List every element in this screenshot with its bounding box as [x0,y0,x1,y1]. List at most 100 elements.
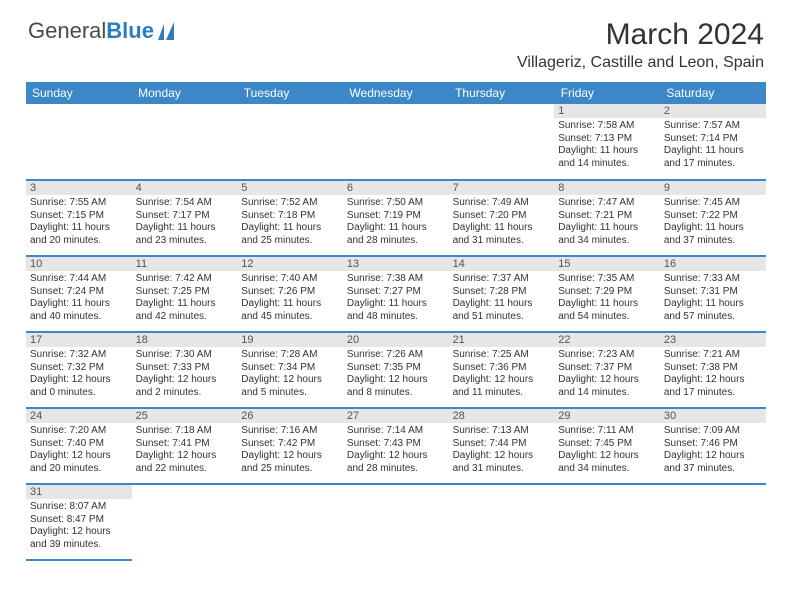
sunrise-line: Sunrise: 7:23 AM [558,349,656,362]
sunset-line: Sunset: 7:22 PM [664,210,762,223]
sunset-line: Sunset: 7:34 PM [241,362,339,375]
logo-text-2: Blue [106,18,154,44]
weekday-header: Friday [554,82,660,104]
sunrise-line: Sunrise: 7:50 AM [347,197,445,210]
daylight-line: Daylight: 12 hours and 25 minutes. [241,450,339,475]
sunset-line: Sunset: 7:46 PM [664,438,762,451]
calendar-cell: 21Sunrise: 7:25 AMSunset: 7:36 PMDayligh… [449,332,555,408]
daylight-line: Daylight: 11 hours and 45 minutes. [241,298,339,323]
weekday-header: Thursday [449,82,555,104]
sunset-line: Sunset: 7:41 PM [136,438,234,451]
day-number: 6 [343,181,449,195]
sunrise-line: Sunrise: 7:18 AM [136,425,234,438]
weekday-header: Sunday [26,82,132,104]
daylight-line: Daylight: 11 hours and 28 minutes. [347,222,445,247]
calendar-cell: 6Sunrise: 7:50 AMSunset: 7:19 PMDaylight… [343,180,449,256]
sunset-line: Sunset: 7:25 PM [136,286,234,299]
sunset-line: Sunset: 7:24 PM [30,286,128,299]
weekday-header-row: SundayMondayTuesdayWednesdayThursdayFrid… [26,82,766,104]
sunrise-line: Sunrise: 7:42 AM [136,273,234,286]
calendar-cell-empty [26,104,132,180]
daylight-line: Daylight: 12 hours and 0 minutes. [30,374,128,399]
logo: GeneralBlue [28,18,184,44]
calendar-row: 31Sunrise: 8:07 AMSunset: 8:47 PMDayligh… [26,484,766,560]
sunrise-line: Sunrise: 7:33 AM [664,273,762,286]
location-text: Villageriz, Castille and Leon, Spain [517,54,764,72]
day-number: 19 [237,333,343,347]
calendar-cell: 25 Sunrise: 7:18 AMSunset: 7:41 PMDayligh… [132,408,238,484]
calendar-cell: 12 Sunrise: 7:40 AMSunset: 7:26 PMDayligh… [237,256,343,332]
calendar-cell: 16Sunrise: 7:33 AMSunset: 7:31 PMDayligh… [660,256,766,332]
sunrise-line: Sunrise: 7:25 AM [453,349,551,362]
calendar-cell: 8Sunrise: 7:47 AMSunset: 7:21 PMDaylight… [554,180,660,256]
daylight-line: Daylight: 12 hours and 8 minutes. [347,374,445,399]
day-number: 7 [449,181,555,195]
calendar-cell: 31Sunrise: 8:07 AMSunset: 8:47 PMDayligh… [26,484,132,560]
daylight-line: Daylight: 11 hours and 31 minutes. [453,222,551,247]
sunrise-line: Sunrise: 7:44 AM [30,273,128,286]
calendar-cell-empty [132,104,238,180]
sunrise-line: Sunrise: 7:21 AM [664,349,762,362]
day-number: 22 [554,333,660,347]
day-number: 28 [449,409,555,423]
sunrise-line: Sunrise: 7:40 AM [241,273,339,286]
calendar-body: 1Sunrise: 7:58 AMSunset: 7:13 PMDaylight… [26,104,766,560]
calendar-cell: 22Sunrise: 7:23 AMSunset: 7:37 PMDayligh… [554,332,660,408]
sunrise-line: Sunrise: 7:30 AM [136,349,234,362]
sunrise-line: Sunrise: 7:38 AM [347,273,445,286]
calendar-cell: 10Sunrise: 7:44 AMSunset: 7:24 PMDayligh… [26,256,132,332]
sunrise-line: Sunrise: 7:54 AM [136,197,234,210]
sunset-line: Sunset: 7:20 PM [453,210,551,223]
sunset-line: Sunset: 7:38 PM [664,362,762,375]
calendar-cell: 24Sunrise: 7:20 AMSunset: 7:40 PMDayligh… [26,408,132,484]
day-number: 24 [26,409,132,423]
sunrise-line: Sunrise: 7:16 AM [241,425,339,438]
calendar-cell: 28Sunrise: 7:13 AMSunset: 7:44 PMDayligh… [449,408,555,484]
sunset-line: Sunset: 7:14 PM [664,133,762,146]
sunset-line: Sunset: 7:44 PM [453,438,551,451]
sunrise-line: Sunrise: 7:45 AM [664,197,762,210]
sunrise-line: Sunrise: 7:58 AM [558,120,656,133]
sunrise-line: Sunrise: 8:07 AM [30,501,128,514]
sunrise-line: Sunrise: 7:55 AM [30,197,128,210]
day-number: 25 [132,409,238,423]
day-number: 12 [237,257,343,271]
daylight-line: Daylight: 12 hours and 22 minutes. [136,450,234,475]
day-number: 3 [26,181,132,195]
daylight-line: Daylight: 12 hours and 2 minutes. [136,374,234,399]
weekday-header: Tuesday [237,82,343,104]
sunset-line: Sunset: 7:31 PM [664,286,762,299]
sunset-line: Sunset: 7:17 PM [136,210,234,223]
daylight-line: Daylight: 12 hours and 5 minutes. [241,374,339,399]
day-number: 9 [660,181,766,195]
calendar-row: 1Sunrise: 7:58 AMSunset: 7:13 PMDaylight… [26,104,766,180]
calendar-cell: 18Sunrise: 7:30 AMSunset: 7:33 PMDayligh… [132,332,238,408]
calendar-cell-empty [554,484,660,560]
sunset-line: Sunset: 7:15 PM [30,210,128,223]
daylight-line: Daylight: 11 hours and 54 minutes. [558,298,656,323]
daylight-line: Daylight: 11 hours and 23 minutes. [136,222,234,247]
calendar-cell-empty [343,104,449,180]
calendar-cell: 20Sunrise: 7:26 AMSunset: 7:35 PMDayligh… [343,332,449,408]
sunset-line: Sunset: 7:32 PM [30,362,128,375]
daylight-line: Daylight: 11 hours and 20 minutes. [30,222,128,247]
sunset-line: Sunset: 7:21 PM [558,210,656,223]
day-number: 31 [26,485,132,499]
sunset-line: Sunset: 7:35 PM [347,362,445,375]
sunrise-line: Sunrise: 7:32 AM [30,349,128,362]
flag-icon [158,22,184,40]
calendar-cell: 19Sunrise: 7:28 AMSunset: 7:34 PMDayligh… [237,332,343,408]
calendar-cell-empty [237,104,343,180]
sunset-line: Sunset: 7:29 PM [558,286,656,299]
sunset-line: Sunset: 7:13 PM [558,133,656,146]
day-number: 8 [554,181,660,195]
calendar-cell: 15Sunrise: 7:35 AMSunset: 7:29 PMDayligh… [554,256,660,332]
calendar-cell: 9Sunrise: 7:45 AMSunset: 7:22 PMDaylight… [660,180,766,256]
sunrise-line: Sunrise: 7:11 AM [558,425,656,438]
calendar-cell: 7Sunrise: 7:49 AMSunset: 7:20 PMDaylight… [449,180,555,256]
calendar-cell-empty [660,484,766,560]
calendar-cell-empty [343,484,449,560]
sunset-line: Sunset: 7:26 PM [241,286,339,299]
day-number: 11 [132,257,238,271]
calendar-row: 24Sunrise: 7:20 AMSunset: 7:40 PMDayligh… [26,408,766,484]
